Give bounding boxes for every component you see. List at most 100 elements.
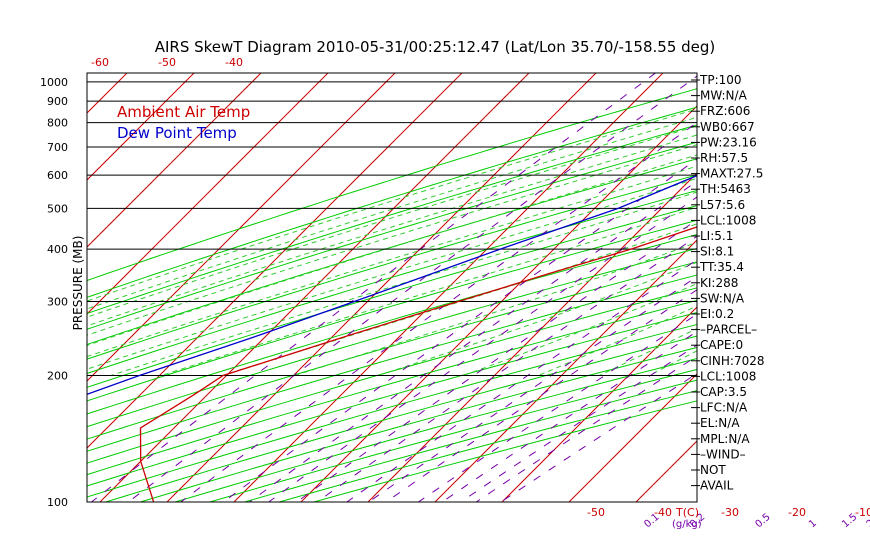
indices-entry: LCL:1008 <box>700 369 756 383</box>
dry-adiabat-line <box>87 205 697 388</box>
isotherm-line <box>87 73 262 248</box>
dry-adiabat-line <box>87 189 697 374</box>
mixing-ratio-line <box>180 121 697 502</box>
isotherm-line <box>367 172 697 502</box>
mixing-ratio-unit-label: (g/kg) <box>672 519 702 530</box>
indices-entry: –PARCEL– <box>700 323 757 337</box>
indices-entry: WB0:667 <box>700 120 755 134</box>
isotherm-line <box>87 73 463 449</box>
top-temp-tick-label: -50 <box>158 56 176 69</box>
indices-entry: TH:5463 <box>699 182 751 196</box>
dry-adiabat-line <box>87 261 697 440</box>
mixing-ratio-line <box>316 235 697 502</box>
dry-adiabat-line <box>87 247 697 428</box>
y-axis-label: PRESSURE (MB) <box>71 236 85 331</box>
indices-entry: SI:8.1 <box>700 245 734 259</box>
isotherm-line <box>568 373 697 502</box>
dewpoint-profile-line <box>87 174 697 395</box>
indices-entry: LFC:N/A <box>700 401 748 415</box>
legend-temp-label: Ambient Air Temp <box>117 103 250 121</box>
pressure-tick-label: 200 <box>47 370 68 383</box>
dry-adiabat-line <box>87 158 697 346</box>
pressure-tick-label: 300 <box>47 296 68 309</box>
indices-entry: MAXT:27.5 <box>700 167 763 181</box>
bottom-temp-tick-label: -30 <box>721 506 739 519</box>
isotherm-line <box>87 73 396 382</box>
indices-entry: MW:N/A <box>700 89 748 103</box>
indices-entry: TT:35.4 <box>699 260 744 274</box>
temperature-profile-line <box>139 226 697 502</box>
isotherm-line <box>166 73 597 502</box>
pressure-tick-label: 500 <box>47 202 68 215</box>
indices-entry: PW:23.16 <box>700 135 757 149</box>
indices-entry: –WIND– <box>700 447 746 461</box>
dry-adiabat-line <box>87 234 697 415</box>
isobar-layer <box>87 81 697 377</box>
profile-layer <box>87 174 697 502</box>
mixing-ratio-line <box>296 219 697 502</box>
mixing-ratio-line <box>418 313 697 502</box>
dry-adiabat-line <box>87 106 697 298</box>
dry-adiabat-line <box>87 141 697 330</box>
dry-adiabat-line <box>87 323 697 498</box>
indices-entry: CAP:3.5 <box>700 385 747 399</box>
indices-entry: LCL:1008 <box>700 213 756 227</box>
dry-adiabat-line <box>87 311 697 487</box>
mixing-ratio-line <box>91 73 656 502</box>
pressure-tick-label: 700 <box>47 141 68 154</box>
indices-entry: L57:5.6 <box>700 198 745 212</box>
bottom-temp-tick-label: -40 <box>654 506 672 519</box>
indices-entry: EI:0.2 <box>700 307 734 321</box>
pressure-tick-label: 800 <box>47 117 68 130</box>
indices-entry: CINH:7028 <box>700 354 765 368</box>
pressure-tick-label: 900 <box>47 95 68 108</box>
isotherm-line <box>300 105 697 502</box>
dry-adiabat-line <box>87 219 697 402</box>
bottom-temp-tick-label: -50 <box>587 506 605 519</box>
dry-adiabat-line <box>87 274 697 452</box>
indices-entry: LI:5.1 <box>700 229 733 243</box>
dry-adiabat-line <box>87 88 697 282</box>
isotherm-line <box>87 73 195 181</box>
pressure-tick-label: 600 <box>47 169 68 182</box>
moist-adiabat-line <box>87 144 697 336</box>
mixing-ratio-tick-label: 2 <box>865 518 870 531</box>
moist-adiabat-line <box>377 261 697 376</box>
indices-entry: SW:N/A <box>700 291 745 305</box>
x-unit-label: T(C) <box>675 506 699 519</box>
mixing-ratio-tick-label: 1 <box>807 518 819 531</box>
indices-entry: NOT <box>700 463 726 477</box>
dry-adiabat-line <box>87 299 697 476</box>
pressure-tick-label: 100 <box>47 496 68 509</box>
indices-entry: TP:100 <box>699 73 742 87</box>
moist-adiabat-line <box>87 177 697 370</box>
moist-adiabat-line <box>161 206 697 376</box>
isotherm-line <box>87 73 329 315</box>
top-temp-tick-label: -40 <box>225 56 243 69</box>
indices-entry: FRZ:606 <box>700 104 750 118</box>
dry-adiabat-line <box>87 124 697 315</box>
indices-entry: KI:288 <box>700 276 738 290</box>
indices-entry: CAPE:0 <box>700 338 743 352</box>
chart-title: AIRS SkewT Diagram 2010-05-31/00:25:12.4… <box>155 38 716 56</box>
legend-dew-label: Dew Point Temp <box>117 124 237 142</box>
isotherm-line <box>501 306 697 502</box>
isotherm-line <box>233 73 664 502</box>
bottom-temp-tick-label: -20 <box>788 506 806 519</box>
indices-entry: RH:57.5 <box>700 151 748 165</box>
pressure-tick-label: 1000 <box>40 76 68 89</box>
indices-entry: EL:N/A <box>700 416 740 430</box>
grid-layer <box>87 73 697 502</box>
isotherm-line <box>99 73 530 502</box>
bottom-temp-tick-label: -10 <box>855 506 870 519</box>
top-temp-tick-label: -60 <box>91 56 109 69</box>
mixing-ratio-line <box>128 75 697 502</box>
pressure-tick-label: 400 <box>47 243 68 256</box>
indices-entry: AVAIL <box>700 479 734 493</box>
plot-frame <box>86 72 698 503</box>
dry-adiabat-line <box>87 174 697 360</box>
dry-adiabat-line <box>87 287 697 464</box>
